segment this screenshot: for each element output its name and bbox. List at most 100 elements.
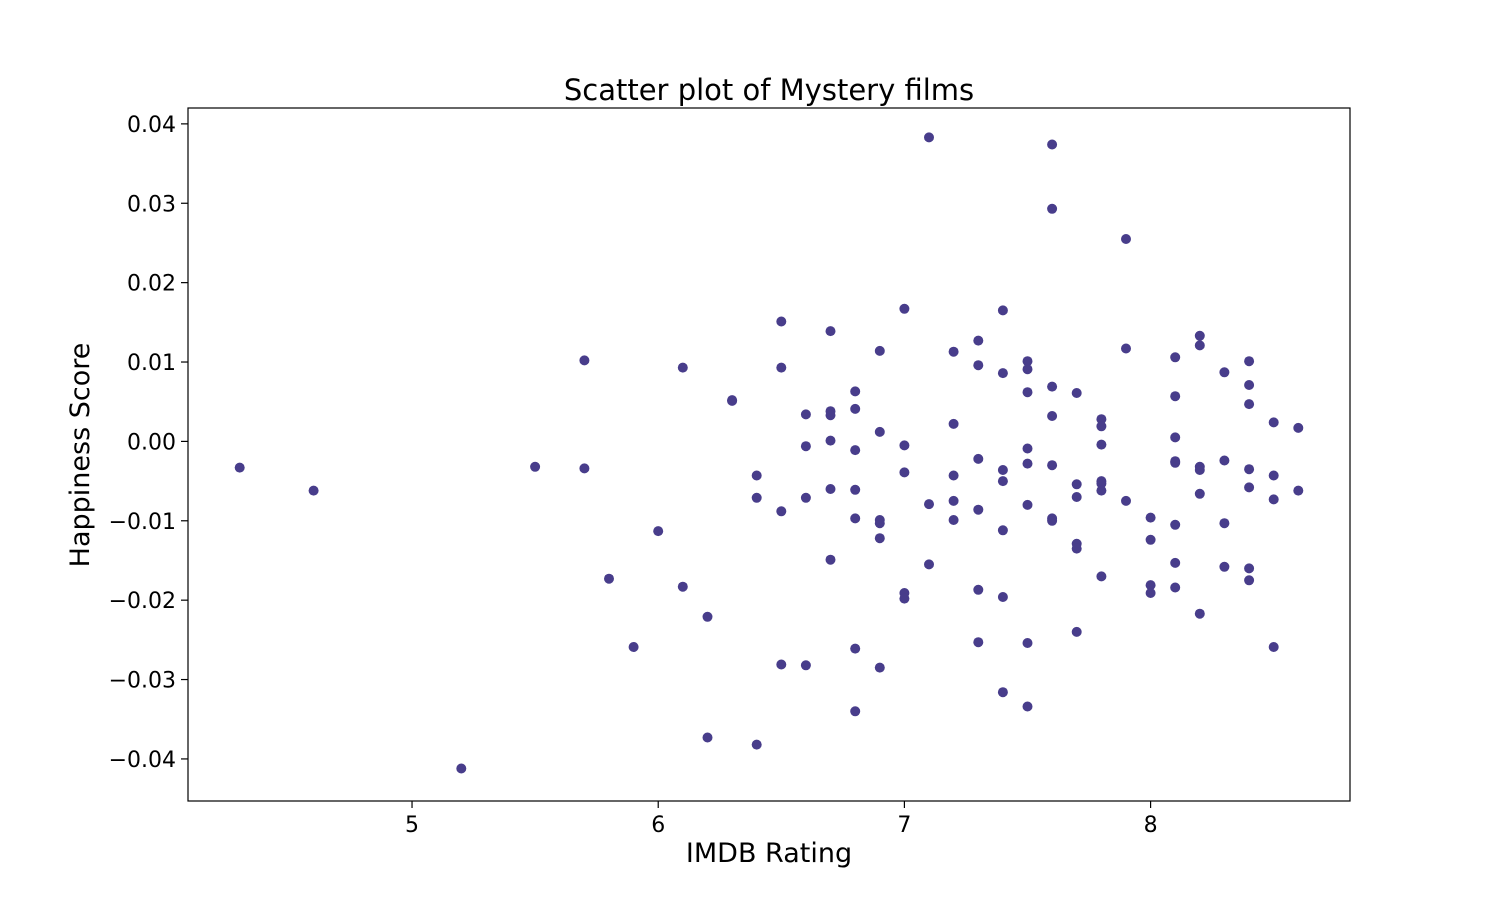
data-point	[948, 495, 959, 506]
data-point	[1022, 443, 1033, 454]
data-point	[1194, 330, 1205, 341]
data-point	[579, 463, 590, 474]
y-tick-label: 0.02	[127, 272, 176, 297]
x-tick-label: 8	[1144, 813, 1158, 838]
data-point	[899, 467, 910, 478]
data-point	[308, 485, 319, 496]
data-point	[1022, 387, 1033, 398]
data-point	[874, 518, 885, 529]
y-tick-label: 0.03	[127, 192, 176, 217]
data-point	[751, 470, 762, 481]
data-point	[1194, 608, 1205, 619]
x-axis-ticks: 5 6 7 8	[405, 801, 1158, 838]
data-point	[530, 461, 541, 472]
data-point	[1022, 701, 1033, 712]
y-tick-label: 0.01	[127, 351, 176, 376]
data-point	[997, 525, 1008, 536]
data-point	[948, 346, 959, 357]
data-point	[604, 573, 614, 584]
data-point	[1096, 414, 1107, 425]
data-point	[1145, 512, 1156, 523]
data-point	[1268, 642, 1279, 652]
data-point	[800, 660, 811, 671]
data-point	[1170, 391, 1181, 402]
data-point	[800, 409, 811, 420]
data-point	[1022, 356, 1033, 367]
data-point	[874, 662, 885, 673]
data-point	[924, 499, 934, 510]
data-point	[1121, 343, 1131, 354]
data-point	[1096, 571, 1107, 582]
data-point	[1194, 488, 1205, 499]
data-point	[1268, 494, 1279, 505]
data-point	[997, 305, 1008, 316]
data-point	[825, 484, 836, 494]
data-point	[1047, 381, 1058, 392]
data-point	[1194, 465, 1205, 475]
data-point	[1096, 439, 1107, 450]
data-point	[1121, 495, 1131, 506]
data-point	[677, 362, 688, 373]
data-point	[825, 554, 836, 565]
data-point	[1194, 340, 1205, 351]
data-point	[776, 506, 787, 517]
data-point	[825, 435, 836, 446]
data-point	[1096, 421, 1107, 432]
data-point	[1244, 399, 1255, 410]
data-point	[1293, 485, 1304, 496]
data-point	[1022, 499, 1033, 510]
points-layer	[234, 132, 1304, 774]
data-point	[924, 132, 934, 143]
y-axis-ticks: −0.04 −0.03 −0.02 −0.01 0.00 0.01 0.02 0.03 0.04	[109, 113, 188, 773]
data-point	[997, 476, 1008, 487]
y-tick-label: −0.04	[109, 748, 176, 773]
data-point	[1170, 432, 1181, 443]
data-point	[874, 345, 885, 356]
data-point	[800, 492, 811, 503]
data-point	[850, 643, 861, 654]
data-point	[973, 453, 984, 464]
data-point	[1219, 455, 1230, 466]
data-point	[1170, 582, 1181, 593]
data-point	[948, 470, 959, 481]
data-point	[1047, 515, 1058, 526]
data-point	[1268, 470, 1279, 481]
data-point	[1219, 367, 1230, 378]
x-tick-label: 7	[897, 813, 911, 838]
x-tick-label: 5	[405, 813, 419, 838]
data-point	[997, 687, 1008, 698]
data-point	[825, 326, 836, 337]
data-point	[850, 513, 861, 524]
data-point	[1096, 485, 1107, 496]
data-point	[1145, 534, 1156, 545]
data-point	[1219, 518, 1230, 529]
data-point	[1096, 478, 1107, 489]
data-point	[1244, 356, 1255, 367]
data-point	[776, 362, 787, 373]
data-point	[1170, 457, 1181, 468]
data-point	[1170, 557, 1181, 568]
data-point	[1145, 588, 1156, 598]
data-point	[702, 611, 713, 622]
data-point	[677, 581, 688, 592]
y-tick-label: −0.01	[109, 510, 176, 535]
data-point	[850, 386, 861, 397]
data-point	[850, 484, 861, 495]
plot-area-frame	[187, 107, 1351, 802]
data-point	[1268, 417, 1279, 428]
data-point	[850, 403, 861, 414]
data-point	[899, 593, 910, 604]
y-tick-label: 0.00	[127, 430, 176, 455]
data-point	[1244, 563, 1255, 574]
data-point	[1170, 519, 1181, 530]
data-point	[924, 559, 934, 570]
data-point	[1022, 638, 1033, 648]
data-point	[1244, 464, 1255, 475]
data-point	[899, 303, 910, 314]
data-point	[1219, 561, 1230, 572]
data-point	[948, 418, 959, 429]
data-point	[1071, 492, 1082, 502]
data-point	[653, 526, 664, 537]
x-tick-label: 6	[651, 813, 665, 838]
